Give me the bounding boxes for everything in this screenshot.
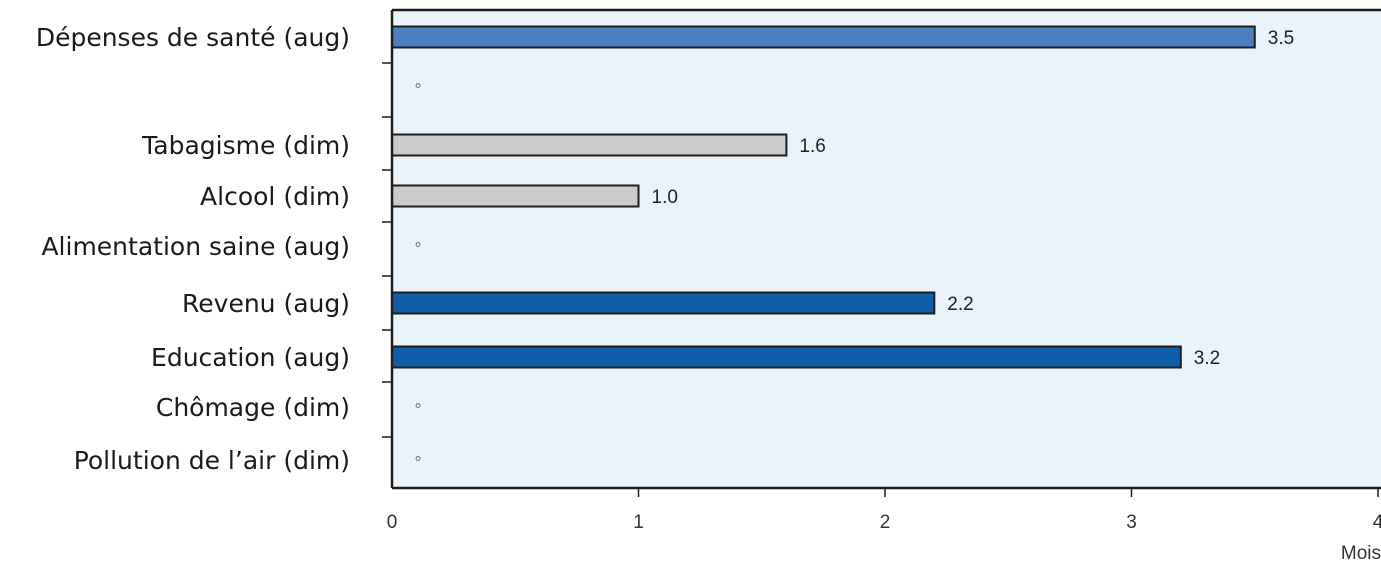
- x-tick-label: 0: [387, 512, 398, 533]
- data-label: 3.2: [1194, 348, 1220, 369]
- x-tick-label: 4: [1373, 512, 1381, 533]
- missing-value-marker: °: [414, 400, 422, 419]
- missing-value-marker: °: [414, 239, 422, 258]
- x-tick-label: 2: [880, 512, 891, 533]
- x-tick-label: 3: [1126, 512, 1137, 533]
- plot-background: [392, 10, 1381, 488]
- bar: [391, 133, 788, 157]
- category-label: Pollution de l’air (dim): [74, 446, 350, 475]
- category-label: Education (aug): [151, 343, 350, 372]
- data-label: 2.2: [947, 294, 973, 315]
- bar: [391, 184, 640, 208]
- category-label: Chômage (dim): [156, 393, 350, 422]
- x-axis-label: Mois: [1341, 543, 1381, 562]
- category-label: Alcool (dim): [200, 182, 350, 211]
- category-label: Revenu (aug): [182, 289, 350, 318]
- bar: [391, 291, 936, 315]
- bar: [391, 345, 1182, 369]
- x-tick-label: 1: [633, 512, 644, 533]
- missing-value-marker: °: [414, 453, 422, 472]
- missing-value-marker: °: [414, 80, 422, 99]
- data-label: 1.0: [652, 187, 678, 208]
- category-label: Alimentation saine (aug): [41, 232, 350, 261]
- bar: [391, 25, 1256, 49]
- category-label: Tabagisme (dim): [141, 131, 350, 160]
- data-label: 1.6: [799, 136, 825, 157]
- data-label: 3.5: [1268, 28, 1294, 49]
- category-label: Dépenses de santé (aug): [36, 23, 350, 52]
